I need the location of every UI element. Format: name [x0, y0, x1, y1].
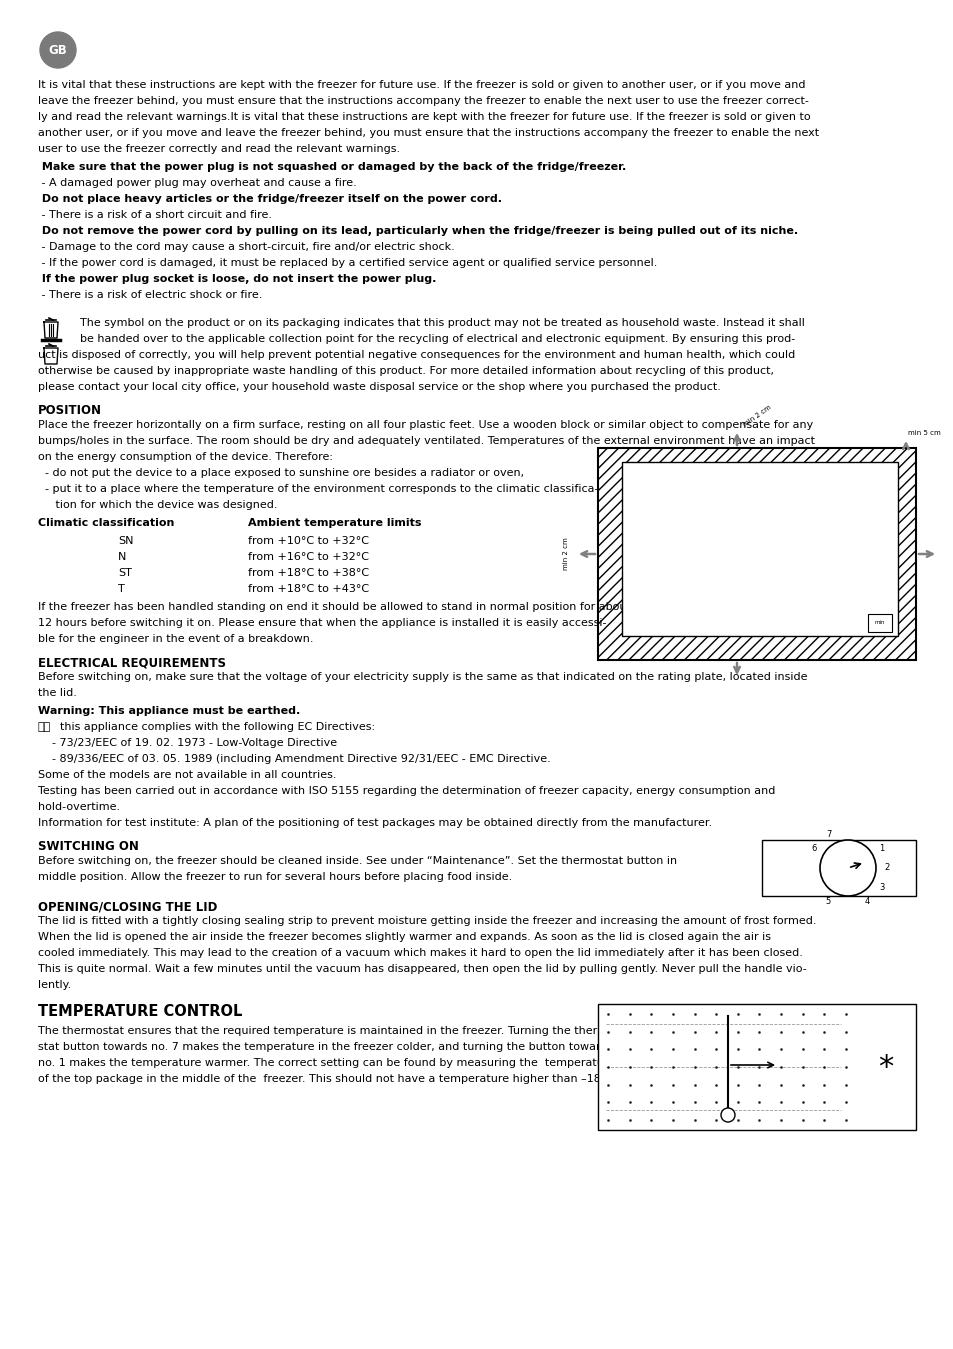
Circle shape [820, 840, 875, 896]
Text: - A damaged power plug may overheat and cause a fire.: - A damaged power plug may overheat and … [38, 178, 356, 188]
Text: bumps/holes in the surface. The room should be dry and adequately ventilated. Te: bumps/holes in the surface. The room sho… [38, 436, 814, 447]
Text: ST: ST [118, 568, 132, 577]
Text: 2: 2 [883, 863, 889, 873]
Text: 6: 6 [811, 844, 816, 853]
Text: T: T [118, 584, 125, 594]
Text: cooled immediately. This may lead to the creation of a vacuum which makes it har: cooled immediately. This may lead to the… [38, 948, 802, 958]
Text: - There is a risk of electric shock or fire.: - There is a risk of electric shock or f… [38, 290, 262, 299]
Text: min 5 cm: min 5 cm [907, 430, 940, 436]
Text: min: min [874, 619, 884, 625]
Text: min 2 cm: min 2 cm [741, 405, 772, 428]
Text: TEMPERATURE CONTROL: TEMPERATURE CONTROL [38, 1004, 242, 1018]
Text: stat button towards no. 7 makes the temperature in the freezer colder, and turni: stat button towards no. 7 makes the temp… [38, 1041, 613, 1052]
Text: from +18°C to +43°C: from +18°C to +43°C [248, 584, 369, 594]
Text: Information for test institute: A plan of the positioning of test packages may b: Information for test institute: A plan o… [38, 817, 711, 828]
Text: please contact your local city office, your household waste disposal service or : please contact your local city office, y… [38, 382, 720, 393]
Text: - If the power cord is damaged, it must be replaced by a certified service agent: - If the power cord is damaged, it must … [38, 258, 657, 268]
Text: ble for the engineer in the event of a breakdown.: ble for the engineer in the event of a b… [38, 634, 314, 643]
Bar [621, 461, 897, 635]
Text: Before switching on, make sure that the voltage of your electricity supply is th: Before switching on, make sure that the … [38, 672, 806, 683]
Text: - do not put the device to a place exposed to sunshine ore besides a radiator or: - do not put the device to a place expos… [38, 468, 523, 478]
Text: 3: 3 [878, 884, 883, 892]
Text: POSITION: POSITION [38, 403, 102, 417]
Text: Do not place heavy articles or the fridge/freezer itself on the power cord.: Do not place heavy articles or the fridg… [38, 194, 501, 204]
Text: 7: 7 [825, 830, 830, 839]
Text: The thermostat ensures that the required temperature is maintained in the freeze: The thermostat ensures that the required… [38, 1027, 618, 1036]
Text: this appliance complies with the following EC Directives:: this appliance complies with the followi… [60, 722, 375, 733]
Text: The symbol on the product or on its packaging indicates that this product may no: The symbol on the product or on its pack… [80, 318, 804, 328]
Text: be handed over to the applicable collection point for the recycling of electrica: be handed over to the applicable collect… [80, 335, 795, 344]
Text: This is quite normal. Wait a few minutes until the vacuum has disappeared, then : This is quite normal. Wait a few minutes… [38, 965, 806, 974]
Text: 4: 4 [864, 897, 869, 907]
Text: user to use the freezer correctly and read the relevant warnings.: user to use the freezer correctly and re… [38, 144, 399, 154]
Text: Place the freezer horizontally on a firm surface, resting on all four plastic fe: Place the freezer horizontally on a firm… [38, 420, 812, 430]
Text: uct is disposed of correctly, you will help prevent potential negative consequen: uct is disposed of correctly, you will h… [38, 349, 795, 360]
Text: Make sure that the power plug is not squashed or damaged by the back of the frid: Make sure that the power plug is not squ… [38, 162, 625, 173]
Text: tion for which the device was designed.: tion for which the device was designed. [38, 500, 277, 510]
Text: - 73/23/EEC of 19. 02. 1973 - Low-Voltage Directive: - 73/23/EEC of 19. 02. 1973 - Low-Voltag… [38, 738, 336, 747]
Text: the lid.: the lid. [38, 688, 77, 697]
Text: If the freezer has been handled standing on end it should be allowed to stand in: If the freezer has been handled standing… [38, 602, 630, 612]
Text: Before switching on, the freezer should be cleaned inside. See under “Maintenanc: Before switching on, the freezer should … [38, 857, 677, 866]
Circle shape [40, 32, 76, 67]
Text: 1: 1 [879, 844, 883, 853]
Text: 5: 5 [825, 897, 830, 907]
Text: When the lid is opened the air inside the freezer becomes slightly warmer and ex: When the lid is opened the air inside th… [38, 932, 770, 942]
Text: - There is a risk of a short circuit and fire.: - There is a risk of a short circuit and… [38, 210, 272, 220]
Text: lently.: lently. [38, 979, 71, 990]
Text: It is vital that these instructions are kept with the freezer for future use. If: It is vital that these instructions are … [38, 80, 804, 90]
Text: ⒸⒺ: ⒸⒺ [38, 722, 51, 733]
Text: - 89/336/EEC of 03. 05. 1989 (including Amendment Directive 92/31/EEC - EMC Dire: - 89/336/EEC of 03. 05. 1989 (including … [38, 754, 550, 764]
Text: Do not remove the power cord by pulling on its lead, particularly when the fridg: Do not remove the power cord by pulling … [38, 227, 798, 236]
Bar [867, 614, 891, 631]
Text: from +10°C to +32°C: from +10°C to +32°C [248, 536, 369, 546]
Text: on the energy consumption of the device. Therefore:: on the energy consumption of the device.… [38, 452, 333, 461]
Text: If the power plug socket is loose, do not insert the power plug.: If the power plug socket is loose, do no… [38, 274, 436, 285]
Text: 12 hours before switching it on. Please ensure that when the appliance is instal: 12 hours before switching it on. Please … [38, 618, 606, 629]
Text: leave the freezer behind, you must ensure that the instructions accompany the fr: leave the freezer behind, you must ensur… [38, 96, 808, 107]
Text: Ambient temperature limits: Ambient temperature limits [248, 518, 421, 527]
Text: Some of the models are not available in all countries.: Some of the models are not available in … [38, 770, 336, 780]
Bar [598, 448, 915, 660]
Text: Testing has been carried out in accordance with ISO 5155 regarding the determina: Testing has been carried out in accordan… [38, 786, 775, 796]
Circle shape [720, 1108, 734, 1122]
Text: no. 1 makes the temperature warmer. The correct setting can be found by measurin: no. 1 makes the temperature warmer. The … [38, 1058, 615, 1068]
Text: N: N [118, 552, 126, 563]
Text: another user, or if you move and leave the freezer behind, you must ensure that : another user, or if you move and leave t… [38, 128, 819, 138]
Text: ly and read the relevant warnings.It is vital that these instructions are kept w: ly and read the relevant warnings.It is … [38, 112, 810, 121]
Text: *: * [878, 1052, 893, 1082]
Text: Climatic classification: Climatic classification [38, 518, 174, 527]
Bar [598, 448, 915, 660]
Text: ELECTRICAL REQUIREMENTS: ELECTRICAL REQUIREMENTS [38, 656, 226, 669]
Text: min 2 cm: min 2 cm [562, 538, 568, 571]
Text: of the top package in the middle of the  freezer. This should not have a tempera: of the top package in the middle of the … [38, 1074, 618, 1085]
Text: The lid is fitted with a tightly closing sealing strip to prevent moisture getti: The lid is fitted with a tightly closing… [38, 916, 816, 925]
Bar [598, 1004, 915, 1130]
Text: - Damage to the cord may cause a short-circuit, fire and/or electric shock.: - Damage to the cord may cause a short-c… [38, 241, 455, 252]
Text: hold-overtime.: hold-overtime. [38, 803, 120, 812]
Text: middle position. Allow the freezer to run for several hours before placing food : middle position. Allow the freezer to ru… [38, 871, 512, 882]
Text: otherwise be caused by inappropriate waste handling of this product. For more de: otherwise be caused by inappropriate was… [38, 366, 773, 376]
Text: from +18°C to +38°C: from +18°C to +38°C [248, 568, 369, 577]
Bar [761, 840, 915, 896]
Text: - put it to a place where the temperature of the environment corresponds to the : - put it to a place where the temperatur… [38, 484, 598, 494]
Text: GB: GB [49, 43, 68, 57]
Text: from +16°C to +32°C: from +16°C to +32°C [248, 552, 369, 563]
Text: Warning: This appliance must be earthed.: Warning: This appliance must be earthed. [38, 706, 300, 716]
Text: OPENING/CLOSING THE LID: OPENING/CLOSING THE LID [38, 900, 217, 913]
Text: SN: SN [118, 536, 133, 546]
Text: SWITCHING ON: SWITCHING ON [38, 840, 139, 853]
